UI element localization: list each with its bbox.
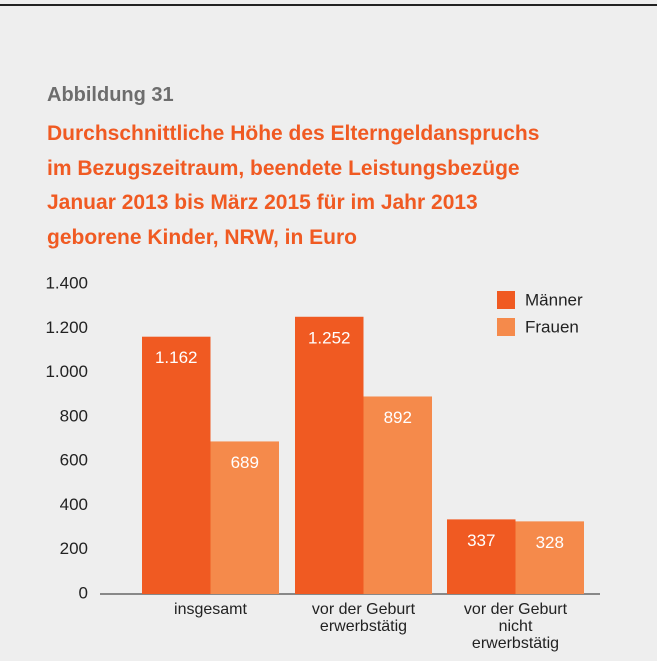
value-label: 892 — [384, 408, 412, 427]
y-tick-label: 200 — [60, 539, 88, 558]
value-label: 1.162 — [155, 348, 198, 367]
y-tick-label: 600 — [60, 451, 88, 470]
x-tick-label: insgesamt — [174, 601, 247, 618]
bar — [515, 521, 584, 594]
top-rule — [0, 4, 657, 6]
value-label: 328 — [536, 533, 564, 552]
bar — [142, 336, 211, 594]
legend-swatch — [497, 318, 515, 336]
legend-label: Frauen — [525, 317, 579, 336]
x-tick-label: vor der Geburt erwerbstätig — [311, 601, 416, 635]
legend-swatch — [497, 291, 515, 309]
value-label: 689 — [231, 453, 259, 472]
bar — [210, 441, 279, 594]
y-tick-label: 1.400 — [45, 273, 88, 292]
y-tick-label: 800 — [60, 406, 88, 425]
x-tick-label: vor der Geburt nicht erwerbstätig — [463, 601, 568, 652]
value-label: 1.252 — [308, 328, 351, 347]
y-tick-label: 0 — [79, 583, 88, 602]
legend-label: Männer — [525, 290, 583, 309]
bar — [447, 519, 516, 594]
y-tick-label: 1.000 — [45, 362, 88, 381]
y-tick-label: 400 — [60, 495, 88, 514]
y-tick-label: 1.200 — [45, 318, 88, 337]
bar — [363, 396, 432, 594]
value-label: 337 — [467, 531, 495, 550]
chart-subtitle: Abbildung 31 — [47, 84, 174, 106]
chart-title: Durchschnittliche Höhe des Elterngeldans… — [47, 122, 540, 249]
bar — [295, 316, 364, 594]
